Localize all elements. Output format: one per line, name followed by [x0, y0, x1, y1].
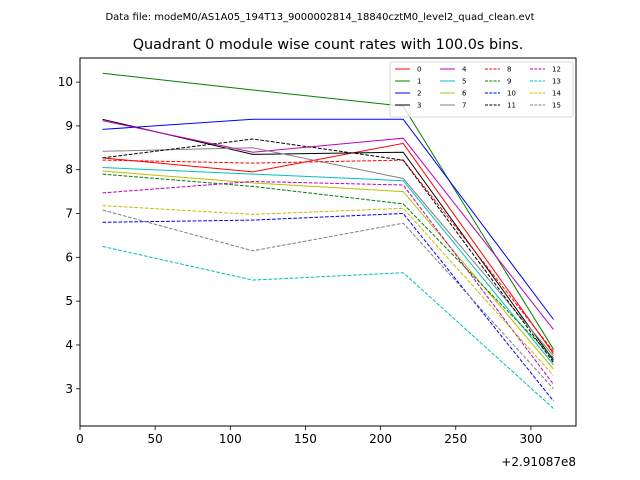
legend-label-10: 10: [507, 90, 516, 98]
series-line-8: [102, 159, 554, 352]
legend-label-2: 2: [417, 90, 421, 98]
series-line-0: [102, 142, 554, 354]
series-line-9: [102, 173, 554, 359]
series-layer: [102, 72, 554, 409]
legend-box: [389, 61, 574, 118]
y-axis: 3 4 5 6 7 8 9 10: [58, 75, 80, 396]
x-tick-label: 200: [369, 432, 392, 446]
series-line-10: [102, 212, 554, 402]
chart-title: Quadrant 0 module wise count rates with …: [133, 37, 524, 53]
legend-label-5: 5: [462, 78, 466, 86]
series-line-2: [102, 118, 554, 320]
series-line-5: [102, 167, 554, 366]
legend-label-14: 14: [552, 90, 561, 98]
y-tick-label: 4: [65, 338, 73, 352]
legend-label-4: 4: [462, 66, 467, 74]
legend-label-6: 6: [462, 90, 467, 98]
legend-label-0: 0: [417, 66, 421, 74]
x-tick-label: 0: [76, 432, 84, 446]
x-tick-label: 300: [519, 432, 542, 446]
legend-label-11: 11: [507, 102, 516, 110]
legend-label-15: 15: [552, 102, 561, 110]
series-line-1: [102, 72, 554, 350]
legend-label-1: 1: [417, 78, 421, 86]
y-tick-label: 8: [65, 163, 73, 177]
legend-label-3: 3: [417, 102, 421, 110]
series-line-7: [102, 147, 554, 357]
legend-label-9: 9: [507, 78, 511, 86]
figure-suptitle: Data file: modeM0/AS1A05_194T13_90000028…: [105, 12, 534, 23]
series-line-11: [102, 138, 554, 363]
y-tick-label: 7: [65, 207, 73, 221]
series-line-6: [102, 170, 554, 370]
x-tick-label: 100: [219, 432, 242, 446]
y-tick-label: 10: [58, 75, 73, 89]
x-axis: 0 50 100 150 200 250 300: [76, 426, 542, 446]
series-line-15: [102, 209, 554, 390]
y-tick-label: 9: [65, 119, 73, 133]
series-line-13: [102, 245, 554, 409]
legend-label-7: 7: [462, 102, 466, 110]
series-line-4: [102, 120, 554, 330]
legend-label-12: 12: [552, 66, 561, 74]
legend-label-8: 8: [507, 66, 511, 74]
y-tick-label: 5: [65, 294, 73, 308]
series-line-14: [102, 205, 554, 376]
x-tick-label: 50: [148, 432, 163, 446]
legend-label-13: 13: [552, 78, 561, 86]
series-line-12: [102, 180, 554, 385]
y-tick-label: 3: [65, 382, 73, 396]
x-tick-label: 250: [444, 432, 467, 446]
plot-frame: [79, 57, 577, 427]
x-axis-offset-label: +2.91087e8: [501, 455, 576, 469]
y-tick-label: 6: [65, 250, 73, 264]
x-tick-label: 150: [294, 432, 317, 446]
